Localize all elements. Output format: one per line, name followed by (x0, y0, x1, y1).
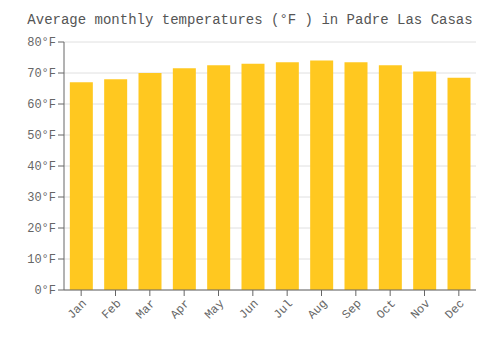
svg-text:May: May (202, 297, 227, 322)
svg-text:80°F: 80°F (27, 36, 56, 50)
svg-text:Jul: Jul (271, 297, 296, 322)
svg-text:70°F: 70°F (27, 67, 56, 81)
svg-text:Oct: Oct (374, 297, 399, 322)
svg-text:Jan: Jan (65, 297, 90, 322)
svg-text:Aug: Aug (305, 297, 330, 322)
svg-text:0°F: 0°F (34, 284, 56, 298)
svg-text:Jun: Jun (237, 297, 262, 322)
svg-text:Dec: Dec (443, 297, 468, 322)
svg-text:10°F: 10°F (27, 253, 56, 267)
svg-text:30°F: 30°F (27, 191, 56, 205)
html-text:Average monthly temperatures (: Average monthly temperatures (°F ) in Pa… (27, 12, 473, 28)
svg-text:Apr: Apr (168, 297, 193, 322)
svg-text:20°F: 20°F (27, 222, 56, 236)
svg-text:Mar: Mar (134, 297, 159, 322)
svg-text:50°F: 50°F (27, 129, 56, 143)
svg-text:Sep: Sep (340, 297, 365, 322)
svg-text:Feb: Feb (99, 297, 124, 322)
svg-text:Nov: Nov (408, 297, 433, 322)
svg-text:60°F: 60°F (27, 98, 56, 112)
svg-text:40°F: 40°F (27, 160, 56, 174)
